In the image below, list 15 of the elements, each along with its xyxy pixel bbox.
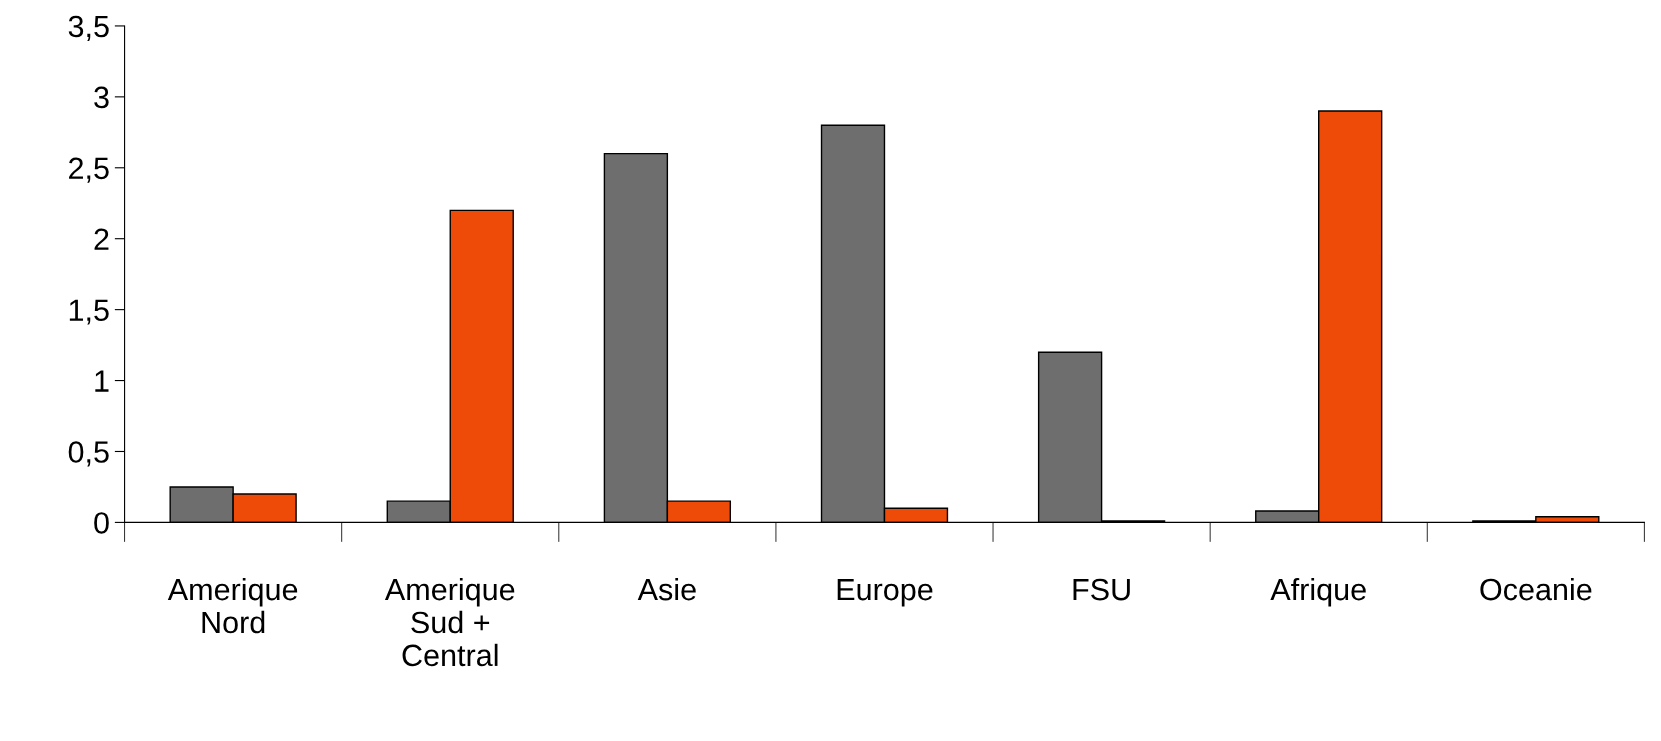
x-tick-label: Amerique Nord xyxy=(167,577,298,634)
y-tick-label: 3 xyxy=(94,86,109,109)
x-tick-label: Oceanie xyxy=(1480,577,1592,601)
y-tick-label: 2,5 xyxy=(69,157,109,183)
y-tick-label: 2 xyxy=(94,228,109,250)
x-tick-label: Europe xyxy=(837,579,933,607)
x-tick-label: Amerique Sud + Central xyxy=(384,577,515,667)
x-tick-label: FSU xyxy=(1073,578,1130,601)
x-tick-label: Afrique xyxy=(1270,577,1366,607)
y-tick-label: 1,5 xyxy=(69,299,109,325)
y-tick-label: 0 xyxy=(94,512,109,534)
y-tick-label: 3,5 xyxy=(68,15,109,41)
y-tick-label: 0,5 xyxy=(68,441,109,467)
y-tick-label: 1 xyxy=(95,370,109,392)
x-tick-label: Asie xyxy=(637,577,696,601)
